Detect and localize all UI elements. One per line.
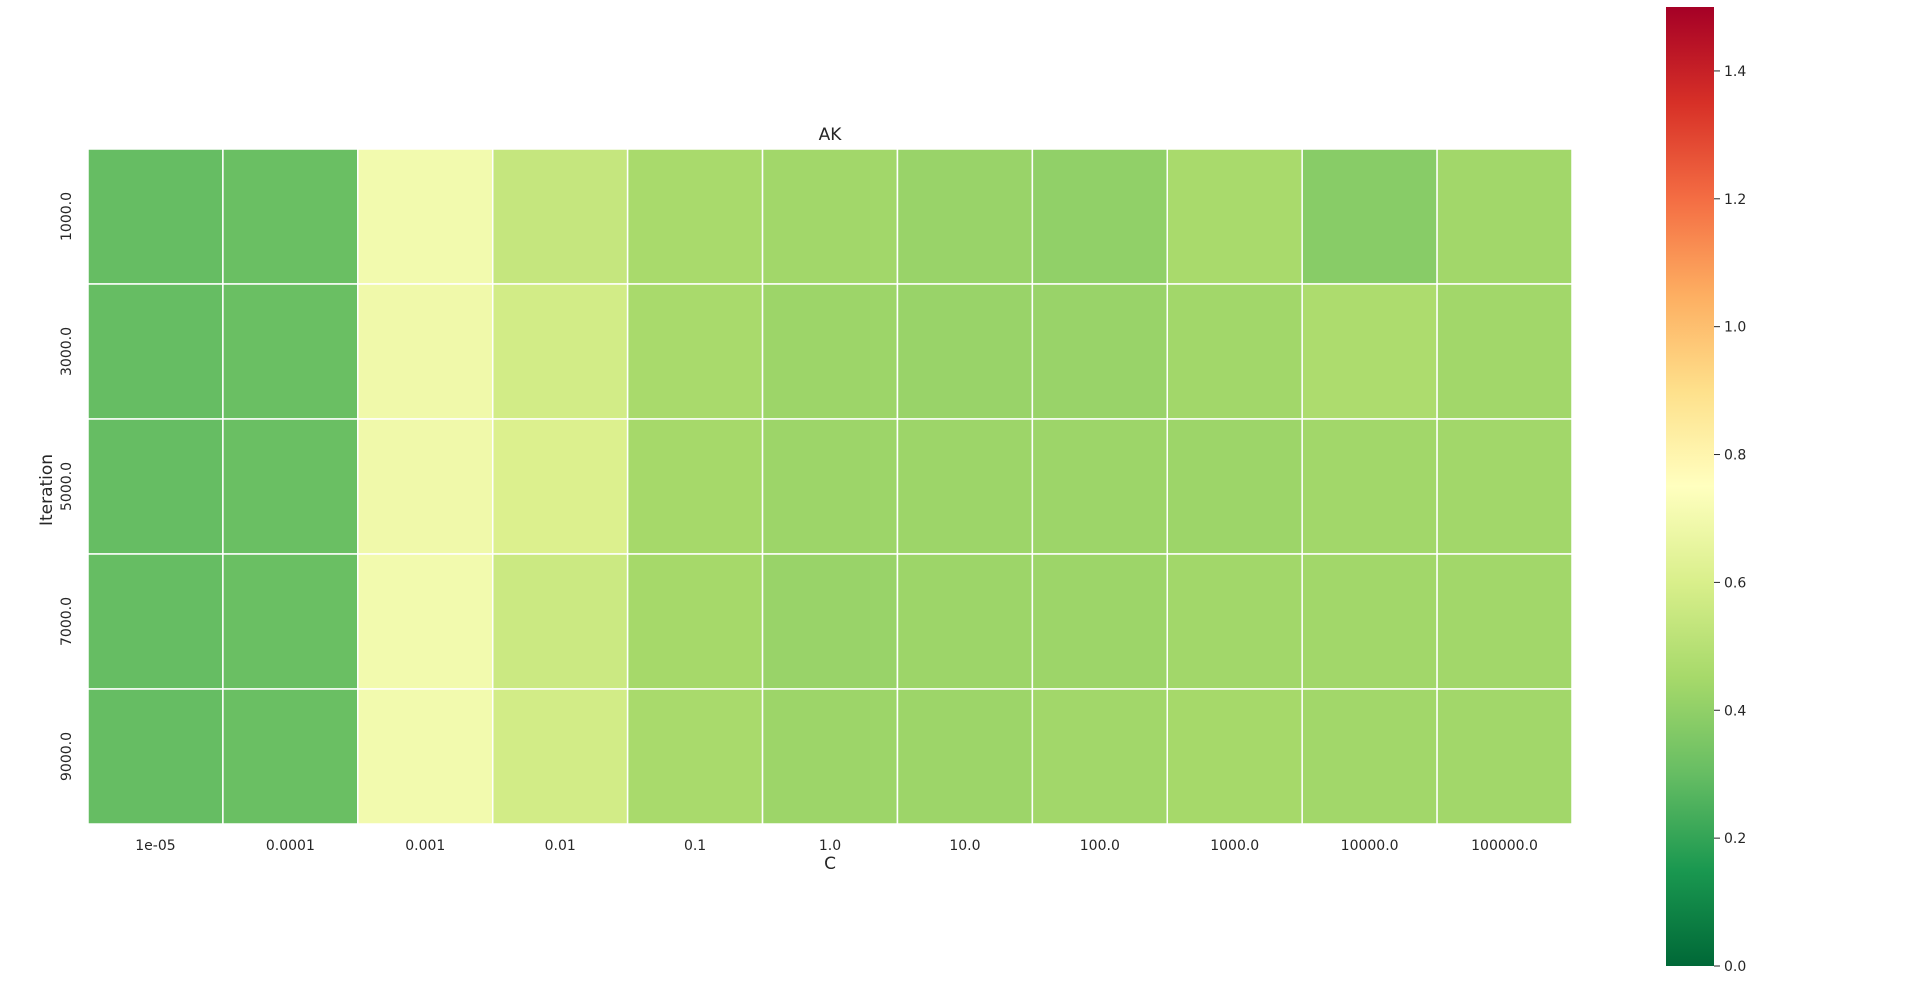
heatmap-cell — [491, 148, 629, 285]
colorbar-ticks: 0.0 0.2 0.4 0.6 0.8 1.0 1.2 1.4 — [1714, 64, 1746, 975]
x-tick-label: 1000.0 — [1210, 838, 1259, 854]
heatmap-cell — [1436, 553, 1573, 690]
heatmap-cell — [357, 283, 494, 420]
heatmap-cell — [626, 148, 764, 285]
heatmap-cell — [1166, 553, 1303, 690]
x-tick-label: 1.0 — [819, 838, 841, 854]
colorbar-tick-label: 0.0 — [1724, 959, 1746, 975]
heatmap-cell — [222, 283, 359, 420]
heatmap-cell — [1031, 148, 1169, 285]
colorbar-tick-label: 1.2 — [1724, 192, 1746, 208]
y-tick-label: 9000.0 — [59, 732, 75, 781]
heatmap-cell — [491, 418, 629, 555]
heatmap-cell — [761, 688, 899, 825]
heatmap-cell — [222, 553, 359, 690]
heatmap-cell — [1436, 688, 1573, 825]
heatmap-cell — [1031, 688, 1169, 825]
x-tick-label: 10.0 — [949, 838, 980, 854]
heatmap-cell — [896, 688, 1034, 825]
heatmap-cells — [87, 148, 1573, 825]
heatmap-cell — [222, 418, 359, 555]
heatmap-cell — [761, 283, 899, 420]
heatmap-cell — [626, 283, 764, 420]
heatmap-cell — [1301, 688, 1438, 825]
x-tick-labels: 1e-05 0.0001 0.001 0.01 0.1 1.0 10.0 100.0 1000.… — [135, 838, 1538, 854]
heatmap-cell — [1301, 553, 1438, 690]
heatmap-cell — [1031, 418, 1169, 555]
y-axis-label: Iteration — [37, 454, 57, 526]
heatmap-cell — [1301, 148, 1438, 285]
heatmap-cell — [1166, 148, 1303, 285]
heatmap-cell — [761, 553, 899, 690]
colorbar-tick-label: 0.6 — [1724, 575, 1746, 591]
y-tick-labels: 1000.0 3000.0 5000.0 7000.0 9000.0 — [59, 192, 75, 781]
heatmap-cell — [357, 148, 494, 285]
heatmap-cell — [1166, 283, 1303, 420]
x-tick-label: 10000.0 — [1341, 838, 1399, 854]
y-tick-label: 5000.0 — [59, 462, 75, 511]
x-tick-label: 0.01 — [545, 838, 576, 854]
heatmap-cell — [1436, 283, 1573, 420]
heatmap-cell — [491, 283, 629, 420]
x-tick-label: 0.001 — [405, 838, 445, 854]
heatmap-cell — [1166, 688, 1303, 825]
heatmap-cell — [761, 148, 899, 285]
heatmap-cell — [1031, 553, 1169, 690]
heatmap-cell — [1436, 148, 1573, 285]
heatmap-cell — [1031, 283, 1169, 420]
x-tick-label: 100000.0 — [1471, 838, 1538, 854]
colorbar-tick-label: 0.4 — [1724, 703, 1746, 719]
y-tick-label: 1000.0 — [59, 192, 75, 241]
heatmap-cell — [87, 418, 224, 555]
heatmap-cell — [357, 418, 494, 555]
heatmap-cell — [357, 688, 494, 825]
heatmap-cell — [896, 148, 1034, 285]
heatmap-cell — [87, 553, 224, 690]
heatmap-cell — [626, 688, 764, 825]
x-tick-label: 0.0001 — [266, 838, 315, 854]
chart-title: AK — [819, 125, 843, 145]
heatmap-cell — [896, 283, 1034, 420]
x-tick-label: 100.0 — [1080, 838, 1120, 854]
heatmap-cell — [222, 688, 359, 825]
heatmap-cell — [87, 688, 224, 825]
x-tick-label: 1e-05 — [135, 838, 175, 854]
colorbar-tick-label: 0.8 — [1724, 448, 1746, 464]
heatmap-cell — [491, 688, 629, 825]
colorbar-tick-label: 0.2 — [1724, 831, 1746, 847]
heatmap-cell — [222, 148, 359, 285]
y-tick-label: 7000.0 — [59, 597, 75, 646]
heatmap-cell — [626, 418, 764, 555]
heatmap-cell — [1436, 418, 1573, 555]
heatmap-cell — [1301, 283, 1438, 420]
heatmap-cell — [491, 553, 629, 690]
heatmap-cell — [357, 553, 494, 690]
heatmap-cell — [87, 283, 224, 420]
x-tick-label: 0.1 — [684, 838, 706, 854]
y-tick-label: 3000.0 — [59, 327, 75, 376]
colorbar-tick-label: 1.4 — [1724, 64, 1746, 80]
heatmap-cell — [87, 148, 224, 285]
heatmap-cell — [896, 553, 1034, 690]
heatmap-cell — [626, 553, 764, 690]
heatmap-cell — [1301, 418, 1438, 555]
colorbar — [1666, 7, 1714, 966]
x-axis-label: C — [824, 854, 836, 874]
heatmap-cell — [896, 418, 1034, 555]
heatmap-cell — [761, 418, 899, 555]
colorbar-tick-label: 1.0 — [1724, 320, 1746, 336]
heatmap-cell — [1166, 418, 1303, 555]
